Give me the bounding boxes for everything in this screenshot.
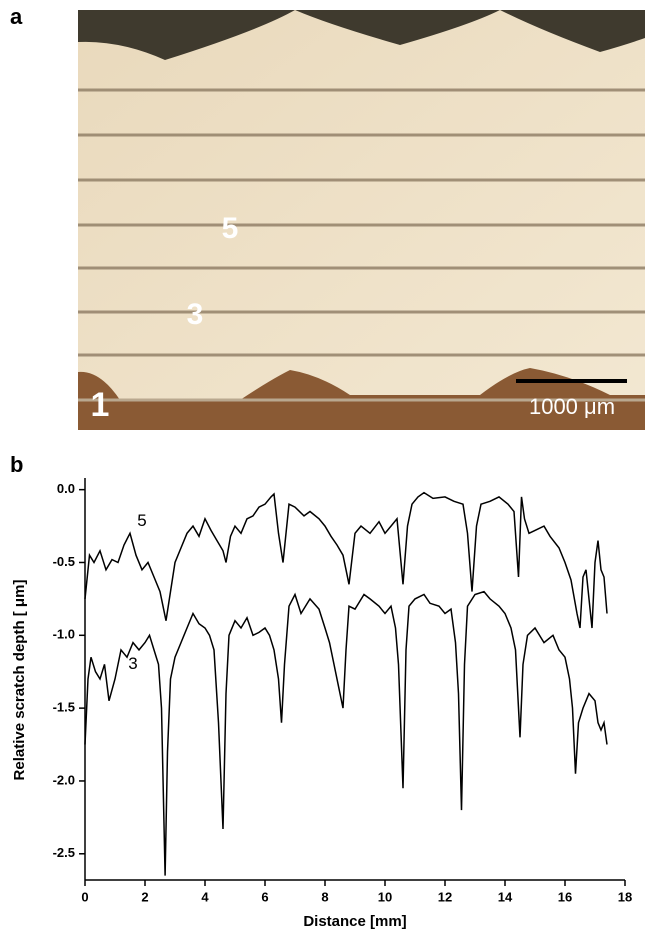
data-line (84, 491, 608, 629)
y-tick-label: -2.0 (53, 772, 75, 787)
y-axis-label: Relative scratch depth [ μm] (11, 580, 28, 781)
y-tick-label: -1.0 (53, 627, 75, 642)
y-tick-label: 0.0 (57, 481, 75, 496)
x-axis-label: Distance [mm] (303, 913, 406, 930)
panel-label: a (10, 4, 23, 29)
x-tick-label: 6 (261, 889, 268, 904)
x-tick-label: 10 (378, 889, 392, 904)
x-tick-label: 16 (558, 889, 572, 904)
x-tick-label: 8 (321, 889, 328, 904)
x-tick-label: 14 (498, 889, 513, 904)
panel-label: b (10, 452, 23, 477)
x-tick-label: 12 (438, 889, 452, 904)
x-tick-label: 4 (201, 889, 209, 904)
x-tick-label: 0 (81, 889, 88, 904)
y-tick-label: -1.5 (53, 700, 75, 715)
micro-label: 5 (222, 212, 239, 245)
scale-bar-label: 1000 μm (529, 394, 615, 419)
y-tick-label: -2.5 (53, 845, 75, 860)
y-tick-label: -0.5 (53, 554, 75, 569)
micrograph: 5 3 1 1000 μm (78, 10, 645, 430)
data-line (84, 590, 608, 876)
x-tick-label: 2 (141, 889, 148, 904)
x-tick-label: 18 (618, 889, 632, 904)
series-label: 3 (128, 654, 137, 673)
micro-label: 1 (91, 386, 110, 424)
series-label: 5 (137, 511, 146, 530)
micro-label: 3 (187, 298, 204, 331)
